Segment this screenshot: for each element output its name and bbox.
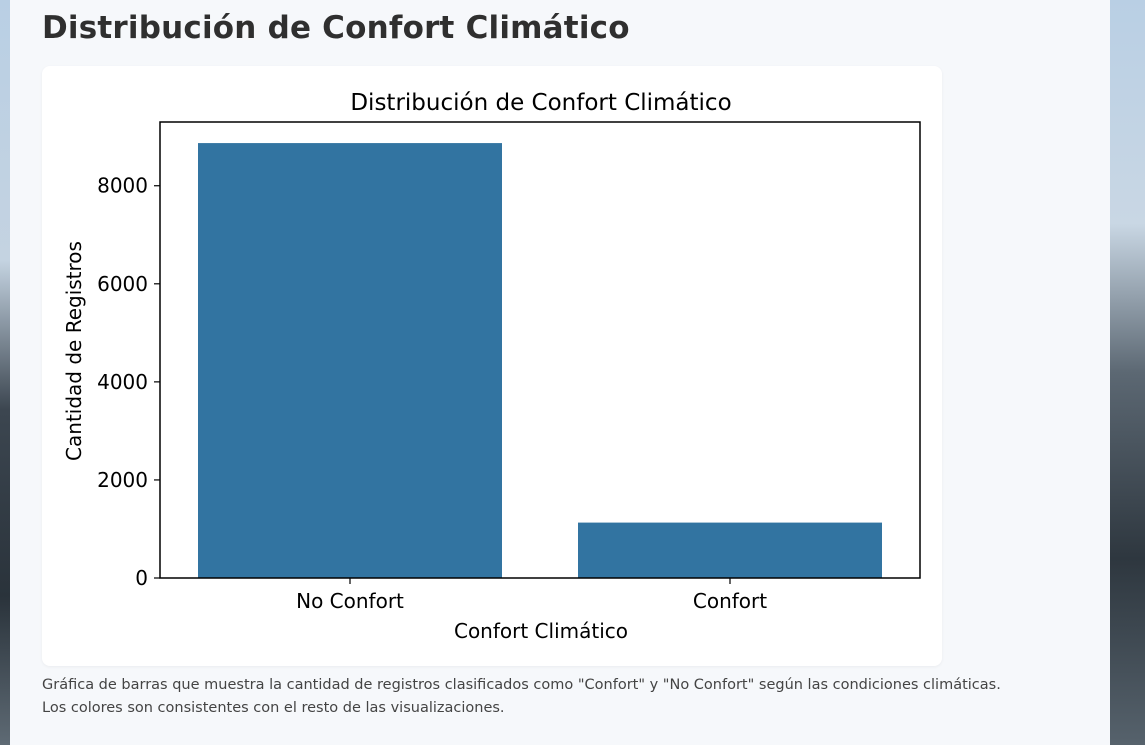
bar-chart: No Confort Confort 0 2000 4000 6000 8000 Distr… — [62, 90, 921, 643]
caption-line-1: Gráfica de barras que muestra la cantida… — [42, 677, 1001, 693]
y-axis-label: Cantidad de Registros — [62, 241, 86, 461]
y-tick-label: 6000 — [97, 272, 148, 296]
caption-line-2: Los colores son consistentes con el rest… — [42, 700, 505, 716]
chart-title: Distribución de Confort Climático — [350, 90, 731, 116]
page-title: Distribución de Confort Climático — [42, 10, 630, 46]
background-right — [1110, 0, 1145, 745]
x-axis-label: Confort Climático — [454, 619, 628, 643]
bar-confort — [578, 522, 882, 578]
content-panel: Distribución de Confort Climático No Con… — [10, 0, 1110, 745]
chart-caption: Gráfica de barras que muestra la cantida… — [42, 674, 1102, 720]
x-tick-label: Confort — [693, 589, 767, 613]
chart-card: No Confort Confort 0 2000 4000 6000 8000 Distr… — [42, 66, 942, 666]
y-tick-label: 8000 — [97, 174, 148, 198]
y-tick-label: 0 — [135, 566, 148, 590]
background-left — [0, 0, 10, 745]
y-tick-label: 2000 — [97, 468, 148, 492]
bar-no-confort — [198, 143, 502, 578]
y-tick-label: 4000 — [97, 370, 148, 394]
chart-marks: No Confort Confort 0 2000 4000 6000 8000 — [97, 121, 921, 613]
plot-frame — [159, 121, 921, 579]
x-tick-label: No Confort — [296, 589, 404, 613]
